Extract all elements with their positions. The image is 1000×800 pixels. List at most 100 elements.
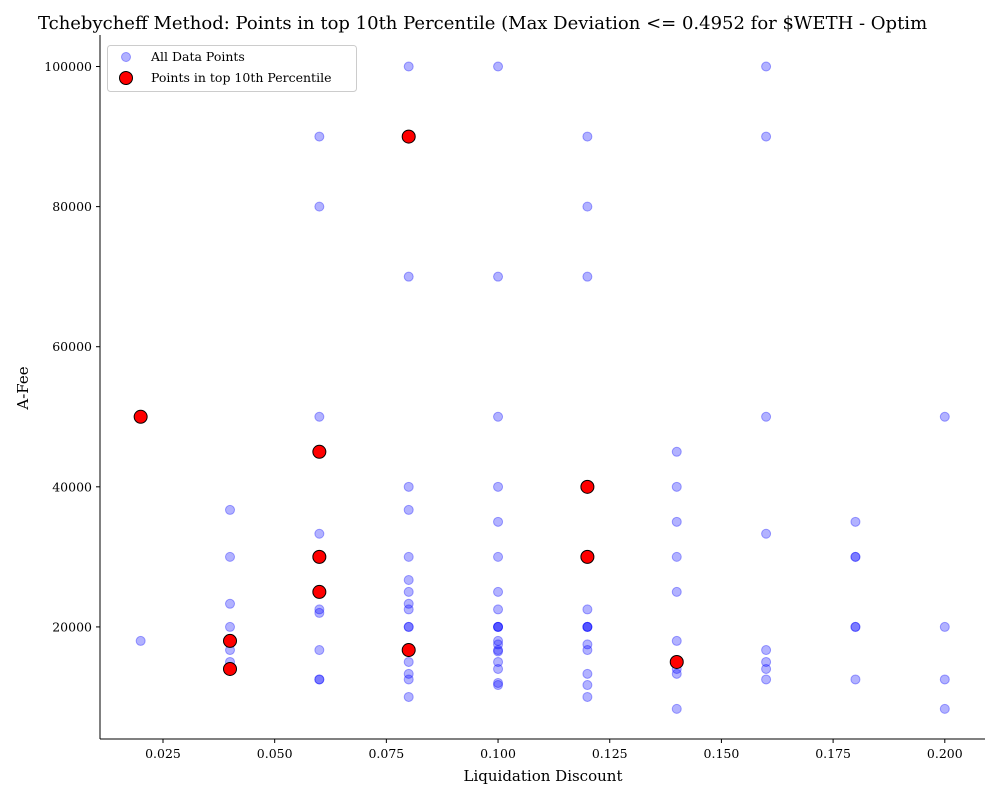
- top-percentile-series: [133, 129, 684, 676]
- legend: All Data Points Points in top 10th Perce…: [107, 45, 357, 92]
- x-tick-label: 0.200: [927, 746, 963, 761]
- x-tick-label: 0.075: [368, 746, 404, 761]
- x-tick-label: 0.025: [145, 746, 181, 761]
- data-point: [135, 635, 146, 646]
- data-point: [493, 551, 504, 562]
- data-point: [314, 674, 325, 685]
- data-point: [850, 551, 861, 562]
- data-point: [493, 635, 504, 646]
- data-point: [403, 668, 414, 679]
- data-point: [225, 551, 236, 562]
- data-point: [582, 201, 593, 212]
- data-point: [671, 446, 682, 457]
- data-point: [493, 586, 504, 597]
- top-percentile-point: [312, 549, 327, 564]
- data-point: [403, 691, 414, 702]
- data-point: [493, 663, 504, 674]
- data-point: [493, 621, 504, 632]
- chart-title: Tchebycheff Method: Points in top 10th P…: [38, 13, 927, 34]
- legend-marker-all-data-points: [121, 52, 131, 62]
- y-tick-label: 80000: [52, 199, 92, 214]
- data-point: [314, 201, 325, 212]
- data-point: [493, 411, 504, 422]
- data-point: [403, 61, 414, 72]
- data-point: [403, 551, 414, 562]
- data-point: [403, 598, 414, 609]
- data-point: [850, 516, 861, 527]
- top-percentile-point: [401, 643, 416, 658]
- x-tick-label: 0.150: [704, 746, 740, 761]
- data-point: [671, 703, 682, 714]
- x-tick-label: 0.100: [480, 746, 516, 761]
- legend-box: [107, 45, 357, 92]
- data-point: [582, 680, 593, 691]
- data-point: [314, 411, 325, 422]
- data-point: [850, 674, 861, 685]
- data-point: [671, 516, 682, 527]
- data-point: [493, 481, 504, 492]
- all-data-points-series: [135, 61, 950, 714]
- data-point: [761, 674, 772, 685]
- data-point: [939, 674, 950, 685]
- data-point: [493, 677, 504, 688]
- data-point: [850, 621, 861, 632]
- data-point: [314, 604, 325, 615]
- top-percentile-point: [669, 654, 684, 669]
- data-point: [403, 481, 414, 492]
- x-axis-ticks: 0.025 0.050 0.075 0.100 0.125 0.150 0.175 0.200: [145, 739, 963, 761]
- data-point: [939, 411, 950, 422]
- data-point: [314, 131, 325, 142]
- data-point: [761, 528, 772, 539]
- data-point: [225, 598, 236, 609]
- data-point: [493, 621, 504, 632]
- y-axis-label: A-Fee: [14, 366, 32, 410]
- data-point: [582, 639, 593, 650]
- data-point: [403, 604, 414, 615]
- data-point: [493, 516, 504, 527]
- data-point: [582, 691, 593, 702]
- data-point: [493, 604, 504, 615]
- data-point: [671, 668, 682, 679]
- data-point: [403, 271, 414, 282]
- data-point: [939, 621, 950, 632]
- data-point: [493, 646, 504, 657]
- top-percentile-point: [312, 584, 327, 599]
- data-point: [225, 504, 236, 515]
- top-percentile-point: [223, 661, 238, 676]
- top-percentile-point: [223, 633, 238, 648]
- data-point: [493, 271, 504, 282]
- data-point: [671, 586, 682, 597]
- data-point: [761, 645, 772, 656]
- data-point: [225, 621, 236, 632]
- data-point: [403, 586, 414, 597]
- data-point: [582, 131, 593, 142]
- x-tick-label: 0.050: [257, 746, 293, 761]
- y-tick-label: 20000: [52, 619, 92, 634]
- data-point: [493, 680, 504, 691]
- top-percentile-point: [312, 444, 327, 459]
- data-point: [761, 411, 772, 422]
- data-point: [403, 574, 414, 585]
- x-tick-label: 0.125: [592, 746, 628, 761]
- legend-marker-top-percentile: [119, 71, 133, 85]
- y-tick-label: 40000: [52, 479, 92, 494]
- data-point: [314, 674, 325, 685]
- data-point: [582, 668, 593, 679]
- y-tick-label: 60000: [52, 339, 92, 354]
- data-point: [403, 504, 414, 515]
- data-point: [850, 621, 861, 632]
- data-point: [403, 674, 414, 685]
- x-axis-label: Liquidation Discount: [464, 767, 623, 785]
- data-point: [314, 607, 325, 618]
- data-point: [493, 645, 504, 656]
- top-percentile-point: [580, 479, 595, 494]
- data-point: [850, 551, 861, 562]
- y-axis-ticks: 20000 40000 60000 80000 100000: [44, 59, 100, 634]
- data-point: [761, 61, 772, 72]
- legend-label-top-percentile: Points in top 10th Percentile: [151, 70, 331, 85]
- data-point: [939, 703, 950, 714]
- data-point: [761, 131, 772, 142]
- x-tick-label: 0.175: [815, 746, 851, 761]
- data-point: [671, 481, 682, 492]
